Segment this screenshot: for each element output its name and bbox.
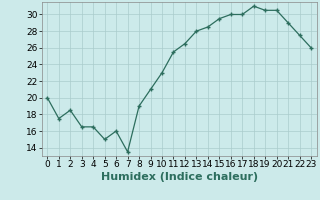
X-axis label: Humidex (Indice chaleur): Humidex (Indice chaleur) [100,172,258,182]
